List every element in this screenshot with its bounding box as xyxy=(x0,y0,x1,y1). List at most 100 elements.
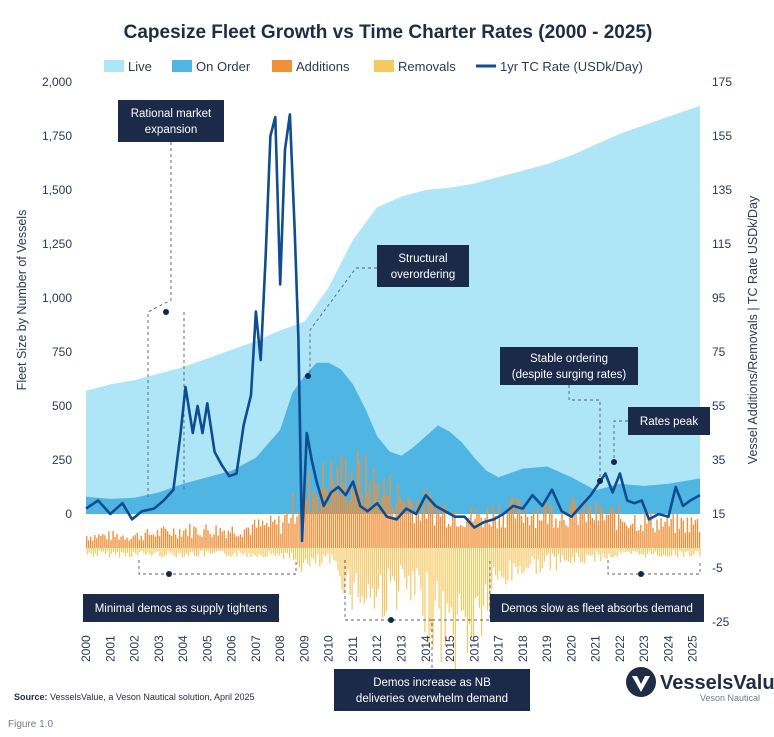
addition-bar xyxy=(472,521,474,548)
addition-bar xyxy=(413,523,415,548)
addition-bar xyxy=(369,480,371,548)
addition-bar xyxy=(458,526,460,548)
y2-tick-label: 175 xyxy=(712,75,732,89)
removal-bar xyxy=(337,548,339,570)
removal-bar xyxy=(563,548,566,561)
addition-bar xyxy=(676,513,678,548)
removal-bar xyxy=(650,548,652,555)
removal-bar xyxy=(185,548,187,554)
addition-bar xyxy=(409,498,411,548)
addition-bar xyxy=(603,520,606,548)
removal-bar xyxy=(400,548,402,566)
removal-bar xyxy=(669,548,671,557)
removal-bar xyxy=(371,548,373,589)
addition-bar xyxy=(237,536,240,548)
addition-bar xyxy=(577,524,579,548)
removal-bar xyxy=(654,548,657,552)
x-tick-label: 2009 xyxy=(297,635,311,662)
addition-bar xyxy=(522,522,525,548)
removal-bar xyxy=(329,548,331,564)
removal-bar xyxy=(179,548,181,554)
addition-bar xyxy=(613,512,616,548)
legend-label: 1yr TC Rate (USDk/Day) xyxy=(500,59,643,74)
removal-bar xyxy=(331,548,333,555)
callout-rational: Rational market expansion xyxy=(118,100,224,142)
addition-bar xyxy=(126,537,128,548)
removal-bar xyxy=(193,548,195,556)
removal-bar xyxy=(398,548,400,592)
y2-axis-ticks: -25 -5 15 35 55 75 95 115 135 155 175 xyxy=(712,75,732,629)
removal-bar xyxy=(377,548,379,590)
addition-bar xyxy=(439,516,442,548)
addition-bar xyxy=(456,526,458,548)
removal-bar xyxy=(646,548,648,554)
removal-bar xyxy=(570,548,572,564)
removal-bar xyxy=(535,548,537,574)
removal-bar xyxy=(307,548,309,564)
addition-bar xyxy=(557,527,559,548)
removal-bar xyxy=(351,548,353,610)
addition-bar xyxy=(696,519,699,548)
removal-bar xyxy=(315,548,317,564)
addition-bar xyxy=(128,540,130,548)
removal-bar xyxy=(452,548,454,635)
addition-bar xyxy=(421,507,424,548)
addition-bar xyxy=(276,524,278,548)
callout-stable: Stable ordering (despite surging rates) xyxy=(500,347,638,385)
addition-bar xyxy=(164,528,167,548)
addition-bar xyxy=(375,485,377,548)
callout-demos-increase-line1: Demos increase as NB xyxy=(373,677,491,689)
addition-bar xyxy=(674,532,676,548)
x-tick-label: 2024 xyxy=(662,635,676,662)
callout-peak-text: Rates peak xyxy=(640,416,698,428)
removal-bar xyxy=(549,548,551,570)
removal-bar xyxy=(98,548,100,551)
addition-bar xyxy=(88,540,90,548)
removal-bar xyxy=(252,548,254,554)
callout-marker xyxy=(638,571,644,577)
addition-bar xyxy=(601,508,604,548)
addition-bar xyxy=(656,519,658,548)
addition-bar xyxy=(278,516,280,548)
removal-bar xyxy=(679,548,681,551)
addition-bar xyxy=(688,532,691,548)
removal-bar xyxy=(390,548,392,583)
removal-bar xyxy=(481,548,483,637)
removal-bar xyxy=(586,548,588,555)
addition-bar xyxy=(328,504,331,548)
removal-bar xyxy=(432,548,434,647)
addition-bar xyxy=(181,536,183,548)
addition-bar xyxy=(500,527,502,548)
callout-stable-line2: (despite surging rates) xyxy=(512,369,627,381)
removal-bar xyxy=(203,548,206,557)
removal-bar xyxy=(129,548,131,558)
removal-bar xyxy=(187,548,189,557)
x-tick-label: 2000 xyxy=(79,635,93,662)
addition-bar xyxy=(462,526,464,548)
addition-bar xyxy=(547,523,549,548)
callout-minimal-text: Minimal demos as supply tightens xyxy=(95,603,268,615)
removal-bar xyxy=(667,548,669,556)
removal-bar xyxy=(493,548,495,568)
removal-bar xyxy=(94,548,96,554)
removal-bar xyxy=(578,548,580,557)
addition-bar xyxy=(90,536,92,548)
removal-bar xyxy=(96,548,98,556)
addition-bar xyxy=(555,518,557,548)
y2-tick-label: -25 xyxy=(712,615,730,629)
removal-bar xyxy=(483,548,485,606)
addition-bar xyxy=(411,502,413,548)
removal-bar xyxy=(161,548,163,558)
removal-bar xyxy=(462,548,464,610)
addition-bar xyxy=(514,518,517,548)
removal-bar xyxy=(515,548,517,567)
addition-bar xyxy=(251,524,254,548)
addition-bar xyxy=(419,520,422,548)
addition-bar xyxy=(615,530,618,548)
addition-bar xyxy=(630,525,632,548)
addition-bar xyxy=(168,534,171,548)
addition-bar xyxy=(353,490,355,548)
x-tick-label: 2006 xyxy=(225,635,239,662)
removal-bar xyxy=(632,548,634,552)
addition-bar xyxy=(110,540,112,548)
